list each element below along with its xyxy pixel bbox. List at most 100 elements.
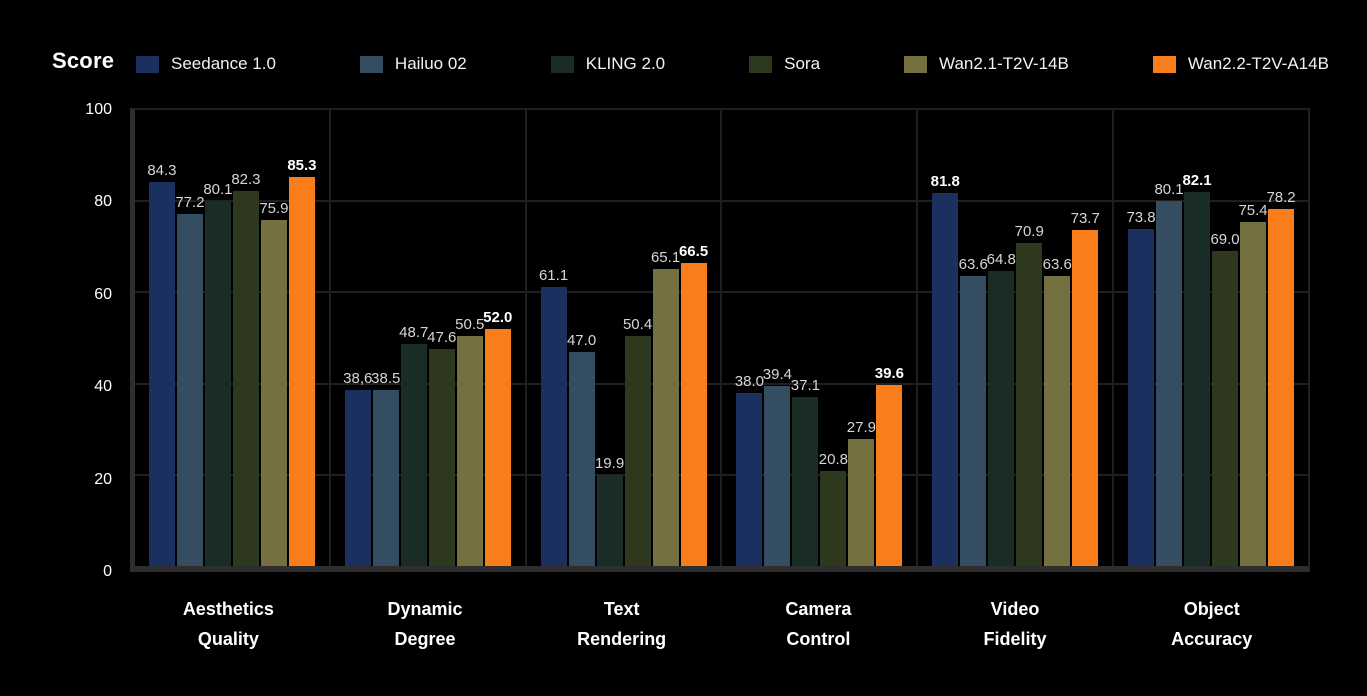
legend-label: Seedance 1.0 (171, 54, 276, 73)
bar-sora: 69.0 (1210, 110, 1240, 566)
bar-value-label: 73.8 (1126, 209, 1156, 227)
bar-rect (568, 351, 595, 566)
bar-value-label: 63.6 (958, 255, 988, 273)
plot-inner: 84.3 77.2 80.1 82.3 75.9 85.3 38,6 38.5 48.7 47.6… (135, 110, 1308, 566)
bar-hailuo-02: 63.6 (958, 110, 988, 566)
bar-kling-2-0: 82.1 (1182, 110, 1212, 566)
bar-value-label: 80.1 (1154, 180, 1184, 198)
bar-wan2-1-t2v-14b: 27.9 (847, 110, 876, 566)
bar-wan2-2-t2v-a14b: 66.5 (679, 110, 708, 566)
bar-kling-2-0: 64.8 (986, 110, 1016, 566)
bar-rect (540, 287, 567, 566)
bar-seedance-1-0: 61.1 (538, 110, 569, 566)
bar-value-label: 63.6 (1042, 255, 1072, 273)
bar-value-label: 77.2 (175, 193, 205, 211)
bar-sora: 70.9 (1014, 110, 1044, 566)
bar-hailuo-02: 38.5 (371, 110, 401, 566)
bar-value-label: 82.3 (231, 170, 261, 188)
bar-rect (932, 193, 959, 566)
legend-swatch-icon (550, 55, 574, 73)
bar-rect (596, 475, 623, 566)
bar-value-label: 75.4 (1238, 202, 1268, 220)
bar-rect (736, 392, 763, 566)
category-label-line: Fidelity (983, 629, 1047, 649)
bar-wan2-1-t2v-14b: 75.4 (1238, 110, 1268, 566)
bar-rect (764, 386, 791, 566)
bar-value-label: 39.4 (762, 366, 792, 384)
bar-value-label: 69.0 (1210, 231, 1240, 249)
bar-rect (848, 438, 875, 566)
bar-rect (484, 328, 511, 566)
bar-value-label: 65.1 (650, 249, 681, 267)
bar-value-label: 38.5 (371, 370, 401, 388)
legend-swatch-icon (1152, 55, 1176, 73)
bar-sora: 20.8 (818, 110, 848, 566)
bar-value-label: 48.7 (399, 323, 429, 341)
legend-item-sora: Sora (749, 54, 820, 74)
chart-title: Score (52, 48, 115, 73)
bar-group-object-accuracy: 73.8 80.1 82.1 69.0 75.4 78.2 (1114, 110, 1308, 566)
legend-swatch-icon (904, 55, 928, 73)
bar-value-label: 75.9 (259, 199, 289, 217)
bar-sora: 50.4 (623, 110, 652, 566)
bar-value-label: 39.6 (874, 365, 904, 383)
bar-rect (1212, 251, 1239, 566)
category-label-line: Aesthetics (182, 599, 274, 619)
bar-seedance-1-0: 38,6 (343, 110, 372, 566)
bar-value-label: 47.0 (566, 331, 597, 349)
bar-rect (176, 213, 203, 566)
legend-swatch-icon (359, 55, 383, 73)
y-tick-40: 40 (94, 378, 112, 396)
bar-rect (288, 177, 315, 566)
category-label-line: Control (786, 629, 851, 649)
bar-hailuo-02: 80.1 (1154, 110, 1184, 566)
bar-rect (428, 348, 455, 566)
bar-group-text-rendering: 61.1 47.0 19.9 50.4 65.1 66.5 (527, 110, 723, 566)
legend-label: KLING 2.0 (585, 54, 666, 73)
bar-rect (624, 336, 651, 566)
bar-value-label: 52.0 (483, 308, 513, 326)
legend-label: Wan2.1-T2V-14B (939, 54, 1069, 73)
bar-value-label: 81.8 (930, 173, 960, 190)
y-tick-60: 60 (94, 285, 112, 303)
bar-rect (876, 385, 903, 566)
bar-value-label: 70.9 (1014, 222, 1044, 240)
bar-hailuo-02: 39.4 (762, 110, 792, 566)
bar-value-label: 82.1 (1182, 171, 1212, 189)
bar-rect (1156, 200, 1183, 566)
bar-rect (1072, 229, 1099, 566)
bar-value-label: 85.3 (287, 157, 317, 175)
category-label-line: Accuracy (1171, 629, 1253, 649)
bar-value-label: 47.6 (427, 328, 457, 346)
legend-swatch-icon (136, 55, 159, 73)
bar-seedance-1-0: 73.8 (1126, 110, 1156, 566)
bar-seedance-1-0: 38.0 (735, 110, 764, 566)
bar-sora: 47.6 (427, 110, 457, 566)
bar-value-label: 61.1 (538, 267, 569, 285)
bar-value-label: 64.8 (986, 250, 1016, 268)
bar-rect (400, 343, 427, 566)
bar-seedance-1-0: 84.3 (147, 110, 177, 566)
bar-value-label: 78.2 (1266, 189, 1296, 207)
bar-hailuo-02: 77.2 (175, 110, 205, 566)
category-label-line: Object (1183, 599, 1240, 619)
bar-value-label: 20.8 (818, 451, 848, 469)
bar-wan2-1-t2v-14b: 63.6 (1042, 110, 1072, 566)
bar-rect (1128, 229, 1155, 566)
bar-wan2-2-t2v-a14b: 39.6 (874, 110, 904, 566)
y-axis-tick-labels: 100 80 60 40 20 0 (0, 101, 112, 580)
legend: Seedance 1.0 Hailuo 02 KLING 2.0 Sora Wan2.1… (136, 54, 1329, 74)
bar-rect (988, 270, 1015, 566)
bar-wan2-1-t2v-14b: 50.5 (455, 110, 484, 566)
bar-rect (820, 471, 847, 566)
y-tick-20: 20 (94, 470, 112, 488)
bar-rect (1268, 209, 1295, 566)
legend-label: Hailuo 02 (394, 54, 467, 73)
bar-rect (372, 390, 399, 566)
bar-value-label: 80.1 (203, 180, 233, 198)
bar-rect (260, 219, 287, 566)
legend-item-seedance-1-0: Seedance 1.0 (136, 54, 276, 74)
bar-rect (232, 190, 259, 566)
bar-seedance-1-0: 81.8 (930, 110, 960, 566)
